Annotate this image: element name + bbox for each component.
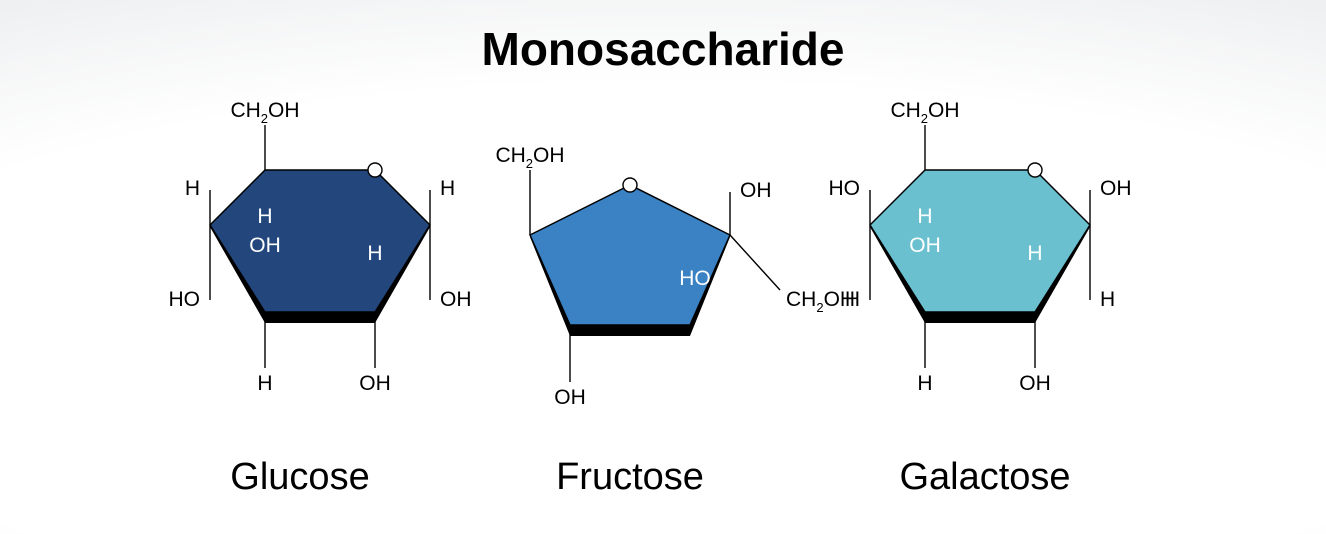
chem-label: H [845,288,860,311]
chem-label: OH [440,288,472,311]
molecule-fructose: CH2OHOHCH2OHOHHO [495,144,855,409]
chem-label: OH [740,179,772,202]
chem-label: CH2OH [890,99,959,126]
chem-label: OH [1100,177,1132,200]
chem-label: CH2OH [230,99,299,126]
diagram-canvas: CH2OHHHOHOHHOHHOHHCH2OHOHCH2OHOHHOCH2OHH… [0,0,1326,534]
chem-label: H [185,177,200,200]
galactose-ring [870,170,1090,312]
glucose-name: Glucose [150,456,450,499]
molecule-glucose: CH2OHHHOHOHHOHHOHH [169,99,472,395]
chem-label: H [917,205,932,228]
chem-label: OH [909,234,941,257]
ring-oxygen-icon [1028,163,1042,177]
ring-oxygen-icon [623,178,637,192]
chem-label: H [257,205,272,228]
chem-label: HO [679,267,711,290]
molecule-galactose: CH2OHHOHOHHHOHHOHH [829,99,1132,395]
ring-oxygen-icon [368,163,382,177]
chem-label: H [1100,288,1115,311]
chem-label: HO [169,288,201,311]
chem-label: OH [249,234,281,257]
chem-label: H [917,372,932,395]
fructose-name: Fructose [480,456,780,499]
chem-label: CH2OH [495,144,564,171]
chem-label: H [1027,242,1042,265]
chem-label: OH [554,386,586,409]
chem-label: H [440,177,455,200]
chem-label: H [257,372,272,395]
chem-label: OH [359,372,391,395]
chem-label: OH [1019,372,1051,395]
chem-label: HO [829,177,861,200]
fructose-ring [530,185,730,325]
chem-label: H [367,242,382,265]
glucose-ring [210,170,430,312]
galactose-name: Galactose [835,456,1135,499]
bond-line [730,235,780,290]
